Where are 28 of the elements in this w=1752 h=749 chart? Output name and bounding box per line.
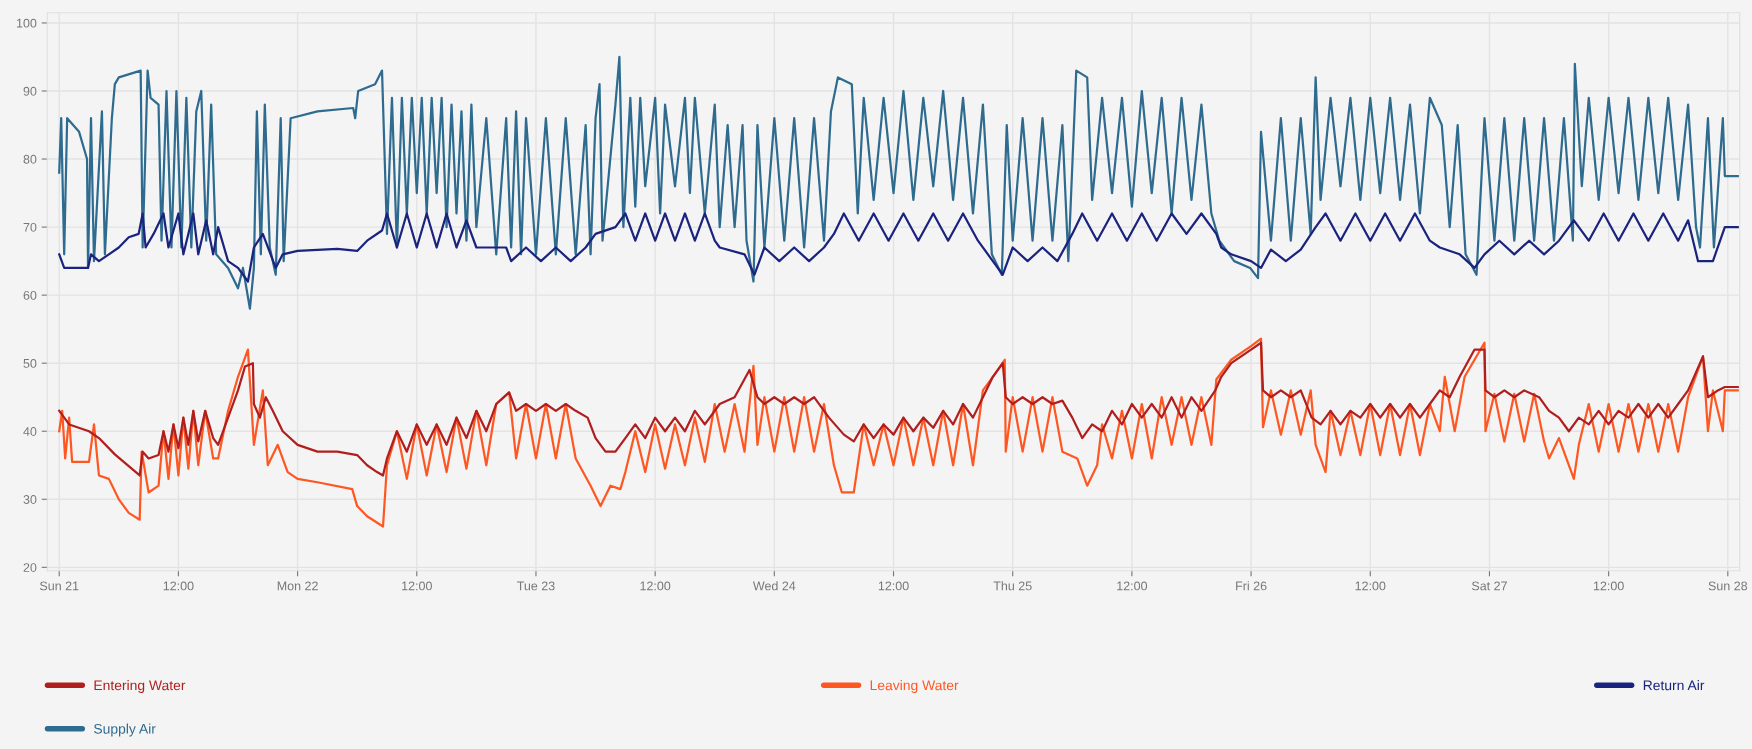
legend-label: Supply Air bbox=[94, 723, 156, 737]
x-tick-label: Thu 25 bbox=[993, 581, 1032, 591]
legend-label: Leaving Water bbox=[870, 680, 959, 693]
y-tick-label: 60 bbox=[23, 290, 37, 300]
y-tick-label: 80 bbox=[23, 154, 37, 164]
x-tick-label: 12:00 bbox=[640, 581, 671, 591]
x-tick-label: 12:00 bbox=[163, 581, 194, 591]
y-tick-label: 70 bbox=[23, 222, 37, 232]
x-tick-label: 12:00 bbox=[402, 581, 432, 591]
x-tick-label: Sat 27 bbox=[1471, 581, 1507, 591]
x-tick-label: 12:00 bbox=[1117, 581, 1148, 591]
x-tick-label: Sun 21 bbox=[39, 581, 79, 591]
x-tick-label: Mon 22 bbox=[277, 581, 318, 591]
x-tick-label: Fri 26 bbox=[1236, 581, 1267, 591]
x-tick-label: 12:00 bbox=[878, 581, 909, 591]
x-tick-label: Sun 28 bbox=[1708, 581, 1748, 591]
y-tick-label: 30 bbox=[23, 495, 37, 504]
x-tick-label: 12:00 bbox=[1355, 581, 1386, 591]
y-tick-label: 20 bbox=[23, 563, 37, 572]
y-tick-label: 40 bbox=[23, 427, 37, 436]
y-tick-label: 90 bbox=[23, 86, 37, 96]
x-tick-label: 12:00 bbox=[1593, 581, 1624, 591]
y-tick-label: 100 bbox=[16, 18, 37, 28]
x-tick-label: Tue 23 bbox=[517, 581, 555, 591]
legend-label: Return Air bbox=[1643, 680, 1705, 691]
legend-label: Entering Water bbox=[94, 680, 186, 693]
y-tick-label: 50 bbox=[23, 358, 37, 368]
x-tick-label: Wed 24 bbox=[752, 581, 796, 591]
